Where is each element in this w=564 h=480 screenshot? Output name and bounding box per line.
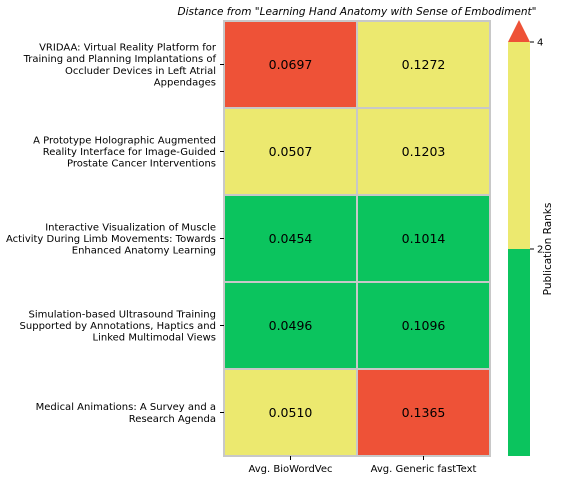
- column-labels: Avg. BioWordVec Avg. Generic fastText: [248, 456, 476, 475]
- cell-value-label: 0.1365: [402, 405, 446, 420]
- cell-value-label: 0.0454: [269, 231, 313, 246]
- row-label-line: Enhanced Anatomy Learning: [72, 246, 216, 257]
- cell-value-label: 0.1096: [402, 318, 446, 333]
- cell-value-label: 0.0496: [269, 318, 313, 333]
- heatmap-cell: [356, 20, 491, 109]
- cell-value-label: 0.1203: [402, 144, 446, 159]
- cell-value-label: 0.1014: [402, 231, 446, 246]
- colorbar-tick-label: 2: [537, 245, 543, 256]
- row-label-line: Interactive Visualization of Muscle: [45, 222, 216, 233]
- row-label-line: Reality Interface for Image-Guided: [43, 147, 216, 158]
- row-label-line: Linked Multimodal Views: [93, 333, 216, 344]
- heatmap-cell: [356, 107, 491, 196]
- row-label-line: Prostate Cancer Interventions: [67, 159, 216, 170]
- column-label: Avg. BioWordVec: [248, 464, 332, 475]
- heatmap-cell: [356, 281, 491, 370]
- heatmap-cell: [223, 20, 358, 109]
- row-label-line: Appendages: [154, 78, 216, 89]
- colorbar-label: Publication Ranks: [542, 203, 554, 296]
- cell-value-label: 0.1272: [402, 57, 446, 72]
- row-label-line: VRIDAA: Virtual Reality Platform for: [39, 42, 217, 53]
- colorbar-tick-label: 4: [537, 38, 543, 49]
- row-label-line: Simulation-based Ultrasound Training: [29, 309, 217, 320]
- heatmap-cell: [356, 368, 491, 457]
- colorbar: 24: [508, 20, 543, 456]
- heatmap-cell: [223, 107, 358, 196]
- row-label-line: Research Agenda: [129, 414, 216, 425]
- row-label-line: Medical Animations: A Survey and a: [36, 402, 216, 413]
- column-label: Avg. Generic fastText: [371, 464, 477, 475]
- cell-value-label: 0.0507: [269, 144, 313, 159]
- heatmap-cells: 0.0697 0.1272 0.0507 0.1203 0.0454 0.1014 0.04…: [223, 20, 491, 457]
- row-label-line: A Prototype Holographic Augmented: [33, 135, 216, 146]
- chart-title: Distance from "Learning Hand Anatomy wit…: [178, 6, 537, 18]
- row-label-line: Supported by Annotations, Haptics and: [20, 321, 216, 332]
- row-label-line: Occluder Devices in Left Atrial: [65, 66, 216, 77]
- cell-value-label: 0.0510: [269, 405, 313, 420]
- row-label-line: Training and Planning Implantations of: [23, 54, 217, 65]
- row-label-line: Activity During Limb Movements: Towards: [6, 234, 216, 245]
- heatmap-cell: [356, 194, 491, 283]
- colorbar-segment: [508, 42, 530, 249]
- cell-value-label: 0.0697: [269, 57, 313, 72]
- colorbar-extend-triangle: [508, 20, 530, 42]
- colorbar-segment: [508, 249, 530, 456]
- row-labels: VRIDAA: Virtual Reality Platform forTrai…: [6, 42, 224, 425]
